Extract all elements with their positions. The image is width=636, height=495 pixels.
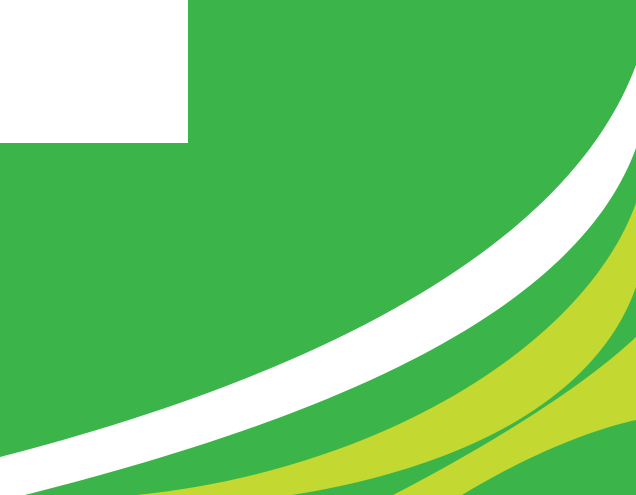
yellow-swoosh-stripe-1 <box>137 203 636 495</box>
yellow-swoosh-stripe-2 <box>393 337 636 495</box>
white-corner-rectangle <box>0 0 188 143</box>
white-swoosh-stripe <box>0 65 636 495</box>
